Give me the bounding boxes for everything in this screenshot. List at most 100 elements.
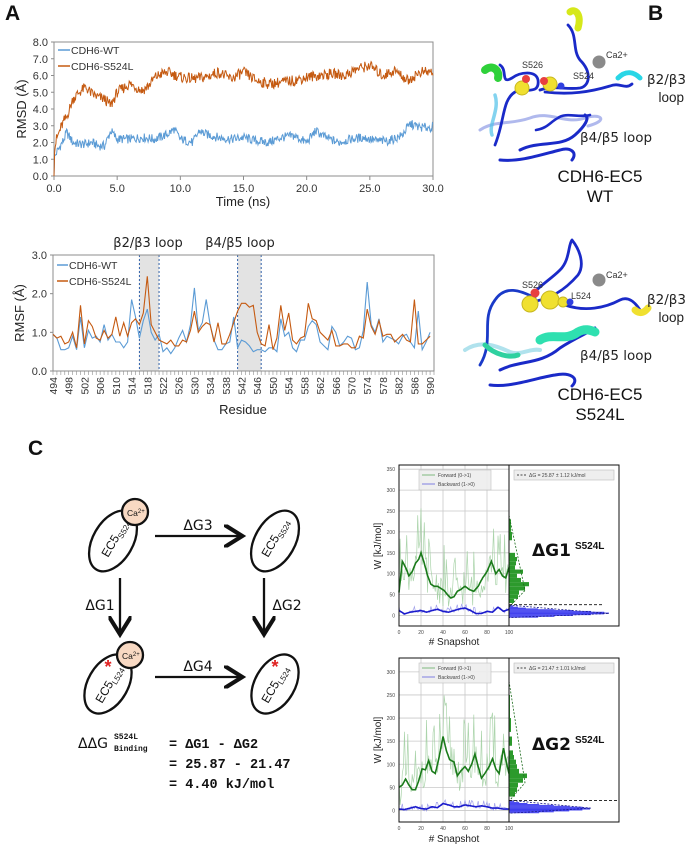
fep2-backward-hist-bar: [509, 803, 540, 805]
calcium-badge: [120, 497, 150, 527]
fep2-forward-hist-bar: [509, 755, 514, 760]
fep1-forward-hist-bar: [509, 594, 518, 599]
fep2-forward-hist-bar: [509, 787, 517, 792]
fep1-xtick-label: 0: [398, 630, 401, 636]
fep1-backward-hist-bar: [509, 609, 555, 611]
label-s526-s524l: S526: [522, 280, 543, 290]
loop-highlight-b2b3-s524l: [631, 304, 652, 317]
fep1-forward-hist-bar: [509, 519, 511, 532]
fep1-forward-hist-bar: [509, 531, 512, 541]
fep1-xtick-label: 100: [505, 630, 514, 636]
sphere-s526-s524l: [521, 295, 539, 313]
thermodynamic-cycle: Ca2+ EC5S524 EC5S524 ΔG3 ΔG1 ΔG2: [85, 497, 302, 680]
svg-text:Ca2+: Ca2+: [127, 508, 145, 518]
fep1-forward-fit: [508, 515, 526, 608]
fep2-backward-hist-bar: [509, 812, 540, 814]
fep1-legend-backward: Backward (1->0): [438, 482, 475, 488]
fep2-backward-hist-bar: [509, 802, 520, 804]
fep2-xtick-label: 20: [418, 826, 424, 832]
fep1-ytick-label: 100: [387, 572, 396, 578]
fep1-backward-hist-bar: [509, 610, 574, 611]
fep1-series-backward: [398, 606, 510, 615]
rmsd-series-wt: [53, 120, 434, 177]
fep2-forward-hist-bar: [509, 782, 518, 788]
fep1-dg-value: ΔG = 25.87 ± 1.12 kJ/mol: [529, 473, 586, 479]
fep1-forward-hist-bar: [509, 561, 516, 566]
fep1-ylabel: W [kJ/mol]: [373, 522, 384, 569]
fep1-backward-hist-bar: [509, 610, 592, 612]
label-ion-s524l: Ca2+: [606, 270, 628, 280]
fep2-forward-hist-bar: [509, 791, 515, 797]
fep1-forward-hist-bar: [509, 590, 519, 595]
rmsf-ytick-label: 1.0: [32, 327, 47, 339]
rmsf-series-wt: [52, 282, 431, 355]
fep1-forward-hist-bar: [509, 586, 525, 591]
rmsd-ytick-label: 2.0: [33, 138, 48, 150]
rmsf-xtick-label: 570: [347, 377, 359, 395]
fep1-ytick-label: 50: [389, 593, 395, 599]
label-ion-wt: Ca2+: [606, 50, 628, 60]
rmsf-xtick-label: 578: [378, 377, 390, 395]
label-l524-s524l: L524: [571, 291, 591, 301]
sphere-s524-oxygen-wt: [540, 77, 548, 85]
fep2-xtick-label: 0: [398, 826, 401, 832]
structure-subtitle-s524l: S524L: [575, 405, 624, 424]
fep2-backward-hist-bar: [509, 810, 570, 812]
label-loop-b2b3-wt: β2/β3: [647, 72, 686, 88]
rmsf-xtick-label: 586: [409, 377, 421, 395]
fep2-backward-hist-bar: [509, 809, 583, 811]
calcium-ion-s524l: [592, 273, 606, 287]
fep1-backward-hist-bar: [509, 605, 514, 607]
structure-subtitle-wt: WT: [587, 187, 613, 206]
sphere-s526-wt: [514, 80, 530, 96]
fep1-backward-hist-bar: [509, 614, 592, 616]
fep2-forward-fit: [508, 681, 526, 802]
rmsd-ylabel: RMSD (Å): [14, 79, 29, 138]
rmsf-xtick-label: 582: [394, 377, 406, 395]
thermodynamic-cycle-bottom: Ca2+ * EC5L524 * EC5L524 ΔG4 ΔΔG S524L B…: [78, 640, 300, 793]
structure-title-s524l: CDH6-EC5: [557, 385, 642, 404]
fep1-forward-hist-bar: [509, 598, 514, 603]
fep1-backward-hist-bar: [509, 615, 574, 616]
rmsd-xtick-label: 0.0: [46, 183, 61, 195]
rmsd-legend-mut: CDH6-S524L: [71, 61, 134, 73]
structure-wt: S526 S524 Ca2+ β2/β3 loop β4/β5 loop CDH…: [478, 7, 686, 206]
loop-highlight-top-wt: [566, 7, 583, 32]
label-loop-b4b5-wt: β4/β5 loop: [580, 130, 652, 146]
fep1-raw-backward: [398, 603, 510, 616]
state-ec5-l524: * EC5L524: [250, 653, 300, 715]
fep-dg2-chart: 0 50 100 150 200 250 300 0 20 40 60 80 100 Forward (…: [373, 657, 620, 845]
fep-dg1-chart: 0 50 100 150 200 250 300 350 0 20 40 60 80 100 Forwar…: [373, 464, 620, 648]
label-s524-wt: S524: [573, 71, 594, 81]
fep1-legend-forward: Forward (0->1): [438, 473, 472, 479]
fep1-xtick-label: 60: [462, 630, 468, 636]
label-loop-b2b3-s524l-line2: loop: [658, 310, 684, 325]
fep1-ytick-label: 350: [387, 467, 396, 473]
rmsf-loop-region: [139, 255, 160, 371]
fep2-backward-fit: [508, 799, 592, 814]
label-loop-b2b3-wt-line2: loop: [658, 90, 684, 105]
ddg-line3: = 4.40 kJ/mol: [169, 778, 274, 793]
fep1-xlabel: # Snapshot: [429, 637, 480, 648]
rmsf-xtick-label: 558: [299, 377, 311, 395]
label-dg4: ΔG4: [183, 659, 212, 675]
fep2-ytick-label: 250: [387, 693, 396, 699]
rmsf-xtick-label: 498: [64, 377, 76, 395]
rmsf-xtick-label: 534: [205, 377, 217, 395]
label-loop-b2b3-s524l: β2/β3: [647, 292, 686, 308]
rmsd-series-s524l: [53, 60, 434, 177]
fep2-ytick-label: 50: [389, 785, 395, 791]
ddg-line1: = ΔG1 - ΔG2: [169, 738, 258, 753]
rmsd-ytick-label: 8.0: [33, 37, 48, 49]
rmsf-xlabel: Residue: [219, 402, 267, 417]
rmsf-xtick-label: 590: [425, 377, 437, 395]
fep1-backward-hist-bar: [509, 607, 526, 609]
fep1-backward-hist-bar: [509, 613, 605, 615]
fep1-ytick-label: 0: [392, 614, 395, 620]
calcium-badge: [115, 640, 145, 670]
rmsf-xtick-label: 530: [189, 377, 201, 395]
fep2-legend-backward: Backward (1->0): [438, 675, 475, 681]
panel-label-b: B: [648, 2, 664, 25]
sphere-s526-oxygen-wt: [522, 75, 530, 83]
sphere-s524-nitrogen-wt: [557, 82, 565, 90]
